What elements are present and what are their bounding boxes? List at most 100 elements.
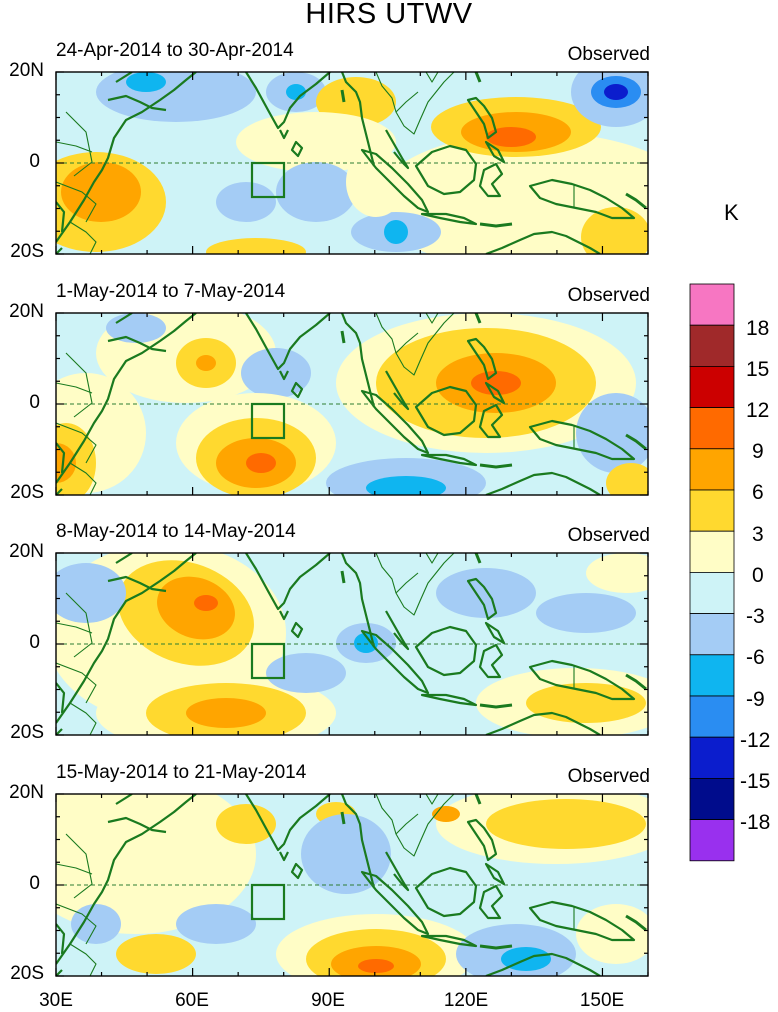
figure-title: HIRS UTWV bbox=[305, 0, 473, 30]
contour-region-9 bbox=[266, 653, 346, 693]
colorbar-swatch-4 bbox=[689, 407, 735, 450]
contour-region-4 bbox=[196, 355, 216, 371]
contour-region-15 bbox=[116, 934, 196, 974]
lon-label-60e: 60E bbox=[175, 990, 209, 1011]
contour-region-5 bbox=[96, 72, 256, 122]
contour-region-3 bbox=[216, 804, 276, 844]
contour-region-17 bbox=[581, 207, 648, 254]
colorbar-swatch-12 bbox=[689, 736, 735, 779]
tick-marks bbox=[55, 552, 649, 736]
colorbar-swatch-14 bbox=[689, 819, 735, 862]
panel-3-date: 8-May-2014 to 14-May-2014 bbox=[56, 521, 296, 542]
colorbar-label-m3: -3 bbox=[746, 605, 765, 628]
contour-region-18 bbox=[366, 476, 446, 495]
colorbar-swatch-11 bbox=[689, 695, 735, 738]
colorbar-swatch-3 bbox=[689, 365, 735, 408]
contour-region-17 bbox=[586, 553, 648, 593]
panel-2-lat-0: 0 bbox=[29, 392, 40, 413]
panel-2-lat-20s: 20S bbox=[10, 482, 44, 503]
map-panel-2 bbox=[55, 312, 649, 496]
panel-4-lat-0: 0 bbox=[29, 873, 40, 894]
colorbar-label-0: 0 bbox=[752, 564, 764, 587]
lon-label-30e: 30E bbox=[39, 990, 73, 1011]
colorbar-swatch-10 bbox=[689, 654, 735, 697]
colorbar-label-m15: -15 bbox=[740, 770, 771, 793]
colorbar-label-6: 6 bbox=[752, 481, 764, 504]
contour-region-21 bbox=[206, 238, 306, 254]
panel-4-lat-20n: 20N bbox=[9, 782, 44, 803]
contour-region-5 bbox=[194, 595, 218, 611]
contour-region-12 bbox=[358, 959, 394, 973]
contour-region-22 bbox=[276, 162, 356, 222]
panel-3-lat-0: 0 bbox=[29, 632, 40, 653]
contour-region-20 bbox=[216, 182, 276, 222]
panel-2-lat-20n: 20N bbox=[9, 301, 44, 322]
lon-label-150e: 150E bbox=[579, 990, 625, 1011]
tick-marks bbox=[55, 71, 649, 255]
colorbar-swatch-5 bbox=[689, 448, 735, 491]
contour-region-8 bbox=[301, 814, 391, 894]
panel-2-label: Observed bbox=[567, 285, 650, 306]
contour-region-6 bbox=[486, 799, 646, 849]
colorbar-swatch-2 bbox=[689, 324, 735, 367]
colorbar-unit: K bbox=[724, 200, 739, 225]
panel-4-date: 15-May-2014 to 21-May-2014 bbox=[56, 762, 307, 783]
contour-region-6 bbox=[126, 72, 166, 92]
panel-1-date: 24-Apr-2014 to 30-Apr-2014 bbox=[56, 40, 294, 61]
contour-region-17 bbox=[176, 904, 256, 944]
map-panel-4 bbox=[55, 793, 649, 977]
contour-region-19 bbox=[576, 393, 648, 473]
panel-3-lat-20s: 20S bbox=[10, 722, 44, 743]
contour-region-10 bbox=[56, 563, 126, 623]
colorbar-swatch-6 bbox=[689, 489, 735, 532]
lon-label-120e: 120E bbox=[443, 990, 489, 1011]
tick-marks bbox=[55, 312, 649, 496]
map-panel-1 bbox=[55, 71, 649, 255]
colorbar-swatch-8 bbox=[689, 572, 735, 615]
region-box bbox=[250, 402, 286, 440]
contour-region-8 bbox=[241, 348, 311, 398]
contour-region-8 bbox=[186, 698, 266, 728]
panel-4-lat-20s: 20S bbox=[10, 963, 44, 984]
contour-region-19 bbox=[384, 220, 408, 244]
contour-region-16 bbox=[471, 371, 521, 395]
panel-1-lat-20s: 20S bbox=[10, 241, 44, 262]
contour-region-14 bbox=[526, 683, 646, 723]
contour-region-15 bbox=[436, 568, 536, 618]
map-panel-3 bbox=[55, 552, 649, 736]
colorbar-swatch-13 bbox=[689, 778, 735, 821]
contour-region-4 bbox=[61, 162, 141, 222]
contour-region-8 bbox=[286, 84, 306, 100]
colorbar-label-12: 12 bbox=[746, 399, 770, 422]
region-box bbox=[250, 161, 286, 199]
region-box bbox=[250, 642, 286, 680]
colorbar-swatch-1 bbox=[689, 283, 735, 326]
contour-region-2 bbox=[56, 794, 256, 934]
contour-region-16 bbox=[71, 904, 121, 944]
colorbar-swatch-9 bbox=[689, 613, 735, 656]
colorbar-swatch-7 bbox=[689, 530, 735, 573]
panel-2-date: 1-May-2014 to 7-May-2014 bbox=[56, 281, 286, 302]
contour-region-7 bbox=[56, 443, 76, 483]
colorbar-label-15: 15 bbox=[746, 358, 770, 381]
panel-1-lat-20n: 20N bbox=[9, 60, 44, 81]
panel-3-label: Observed bbox=[567, 525, 650, 546]
contour-region-13 bbox=[486, 127, 536, 147]
panel-1-lat-0: 0 bbox=[29, 151, 40, 172]
panel-1-label: Observed bbox=[567, 44, 650, 65]
contour-region-4 bbox=[157, 576, 235, 640]
colorbar-label-m12: -12 bbox=[740, 729, 771, 752]
contour-region-16 bbox=[604, 84, 628, 100]
colorbar-label-m18: -18 bbox=[740, 811, 771, 834]
panel-4-label: Observed bbox=[567, 766, 650, 787]
panel-3-lat-20n: 20N bbox=[9, 541, 44, 562]
contour-region-16 bbox=[536, 593, 636, 633]
lon-label-90e: 90E bbox=[311, 990, 345, 1011]
colorbar-label-9: 9 bbox=[752, 440, 764, 463]
region-box bbox=[250, 883, 286, 921]
colorbar-label-m9: -9 bbox=[746, 688, 765, 711]
contour-region-21 bbox=[606, 463, 648, 495]
contour-region-12 bbox=[246, 453, 276, 473]
contour-region-18 bbox=[576, 904, 648, 964]
